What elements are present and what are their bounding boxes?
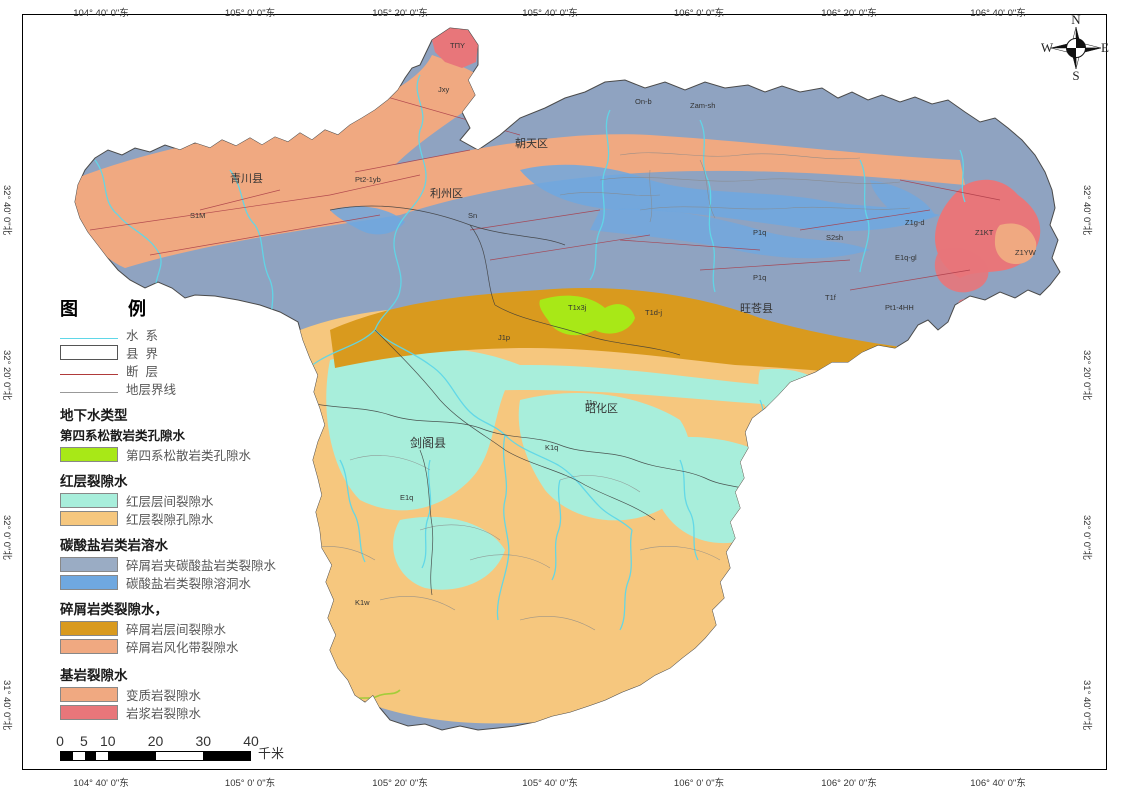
svg-text:利州区: 利州区	[430, 187, 463, 200]
svg-text:K1b: K1b	[845, 533, 858, 542]
svg-text:E1q-gl: E1q-gl	[895, 253, 917, 262]
svg-text:青川县: 青川县	[230, 172, 263, 185]
svg-text:K1q: K1q	[820, 558, 833, 567]
svg-text:J1p: J1p	[585, 398, 597, 407]
svg-text:T1d-j: T1d-j	[645, 308, 662, 317]
svg-text:Z1KT: Z1KT	[975, 228, 994, 237]
svg-text:TΠΥ: TΠΥ	[450, 41, 465, 50]
svg-text:苍溪县: 苍溪县	[757, 556, 790, 569]
svg-text:T1f: T1f	[825, 293, 837, 302]
svg-text:K1q: K1q	[545, 443, 558, 452]
svg-text:Sn: Sn	[468, 211, 477, 220]
svg-text:Pt1-4HH: Pt1-4HH	[885, 303, 914, 312]
svg-text:P1q: P1q	[753, 228, 766, 237]
svg-text:J1p: J1p	[498, 333, 510, 342]
svg-text:旺苍县: 旺苍县	[740, 302, 773, 315]
svg-text:S1M: S1M	[190, 211, 205, 220]
svg-text:J1p: J1p	[780, 443, 792, 452]
svg-text:On-b: On-b	[635, 97, 652, 106]
svg-text:P1q: P1q	[753, 273, 766, 282]
svg-text:Jxy: Jxy	[438, 85, 450, 94]
svg-text:K1w: K1w	[355, 598, 370, 607]
svg-text:E1q: E1q	[400, 493, 413, 502]
svg-text:S2sh: S2sh	[826, 233, 843, 242]
svg-text:剑阁县: 剑阁县	[410, 435, 446, 450]
svg-text:Zam-sh: Zam-sh	[690, 101, 715, 110]
svg-text:K1b: K1b	[920, 563, 933, 572]
svg-text:T1x3j: T1x3j	[568, 303, 587, 312]
svg-text:Z1YW: Z1YW	[1015, 248, 1037, 257]
svg-text:Z1g-d: Z1g-d	[905, 218, 925, 227]
svg-text:朝天区: 朝天区	[515, 137, 548, 150]
svg-text:Pt2-1yb: Pt2-1yb	[355, 175, 381, 184]
